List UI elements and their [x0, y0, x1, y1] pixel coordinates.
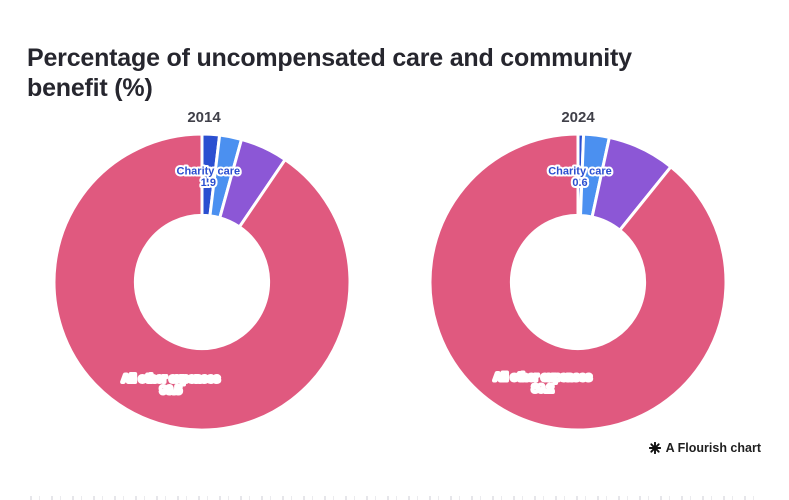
page-title-line1: Percentage of uncompensated care and com… [27, 43, 632, 72]
page-title: Percentage of uncompensated care and com… [27, 43, 747, 103]
flourish-attribution[interactable]: A Flourish chart [648, 441, 761, 455]
flourish-asterisk-icon [648, 442, 661, 454]
slice-all-other-expenses[interactable] [428, 132, 728, 432]
slice-label-charity-care: Charity care 1.9 [177, 166, 241, 190]
slice-label-all-other-expenses: All other expenses 89.2 [494, 372, 592, 396]
donut-chart-2024: Charity care 0.6 All other expenses 89.2 [428, 132, 728, 432]
slice-label-charity-care: Charity care 0.6 [548, 166, 612, 190]
facet-title-2014: 2014 [187, 109, 221, 126]
facet-title-2024: 2024 [561, 109, 595, 126]
slice-all-other-expenses[interactable] [52, 132, 352, 432]
flourish-attribution-text: A Flourish chart [665, 441, 761, 455]
cropped-caption-fragment [30, 496, 759, 500]
page-title-line2: benefit (%) [27, 73, 153, 102]
donut-chart-2014: Charity care 1.9 All other expenses 90.5 [52, 132, 352, 432]
slice-label-all-other-expenses: All other expenses 90.5 [122, 373, 220, 397]
